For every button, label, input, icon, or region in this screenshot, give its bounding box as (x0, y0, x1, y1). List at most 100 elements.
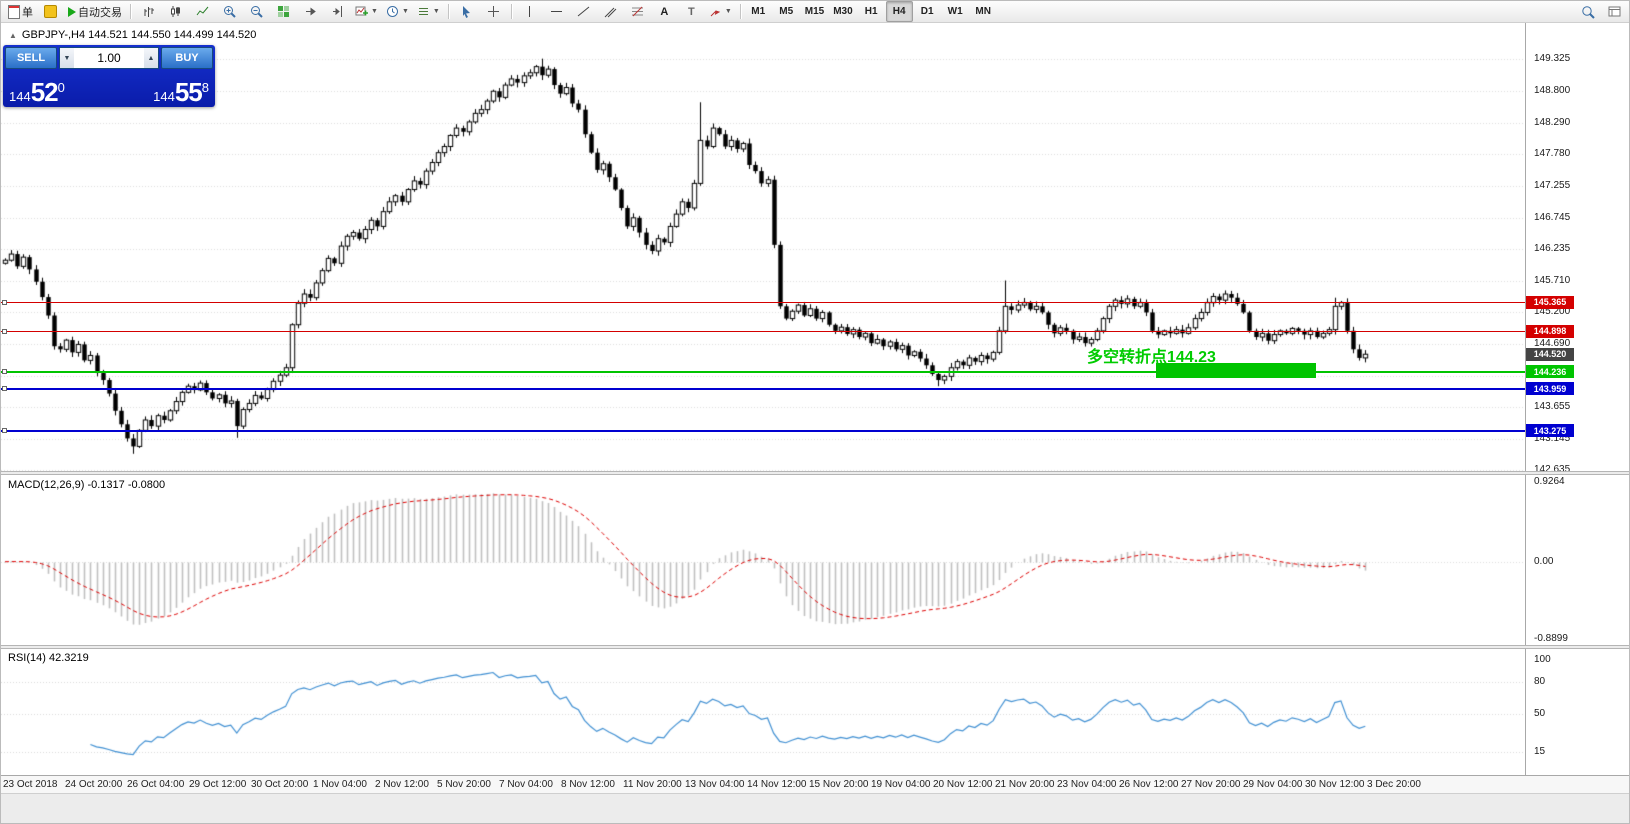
auto-scroll-icon (306, 7, 316, 16)
time-label: 13 Nov 04:00 (685, 779, 745, 790)
price-grid-label: 147.255 (1534, 180, 1571, 192)
candlestick-chart-button[interactable] (162, 1, 189, 22)
fibonacci-tool-button[interactable] (624, 1, 651, 22)
line-anchor-marker[interactable] (2, 427, 7, 433)
timeframe-button-MN[interactable]: MN (975, 6, 991, 17)
new-order-icon (8, 4, 20, 19)
price-tag-143.959: 143.959 (1526, 382, 1574, 396)
zoom-in-button[interactable] (216, 1, 243, 22)
timeframe-button-M5[interactable]: M5 (779, 6, 794, 17)
sell-price-display[interactable]: 144 52 0 (9, 79, 65, 105)
horizontal-line-145.365[interactable] (1, 299, 1525, 305)
sell-button[interactable]: SELL (5, 47, 57, 69)
toolbar-separator (739, 4, 741, 19)
vertical-line-tool-button[interactable] (516, 1, 543, 22)
pane-separator[interactable] (1, 471, 1629, 475)
auto-scroll-button[interactable] (297, 1, 324, 22)
search-icon (1581, 5, 1595, 19)
rsi-indicator-canvas[interactable] (1, 649, 1525, 775)
current-price-tag: 144.520 (1526, 347, 1574, 361)
autotrading-button[interactable]: 自动交易 (64, 1, 126, 22)
price-grid-label: 142.635 (1534, 464, 1571, 476)
chevron-down-icon: ▼ (401, 8, 409, 15)
main-toolbar: 单 自动交易 (1, 1, 1629, 23)
horizontal-line-143.275[interactable] (1, 427, 1525, 433)
lot-size-input[interactable] (74, 48, 144, 68)
time-label: 1 Nov 04:00 (313, 779, 367, 790)
text-label-tool-button[interactable]: T (678, 1, 705, 22)
ohlc-info-text: GBPJPY-,H4 144.521 144.550 144.499 144.5… (21, 29, 257, 41)
new-chart-button[interactable]: ▼ (351, 1, 382, 22)
time-label: 7 Nov 04:00 (499, 779, 553, 790)
new-order-button[interactable]: 单 (4, 1, 37, 22)
lot-decrease-button[interactable]: ▼ (60, 48, 74, 68)
time-label: 15 Nov 20:00 (809, 779, 869, 790)
data-window-button[interactable] (1601, 1, 1628, 22)
tile-windows-button[interactable] (270, 1, 297, 22)
tile-windows-icon (278, 6, 289, 17)
line-anchor-marker[interactable] (2, 328, 7, 334)
timeframe-button-W1[interactable]: W1 (947, 6, 963, 17)
zoom-out-button[interactable] (243, 1, 270, 22)
horizontal-line-143.959[interactable] (1, 385, 1525, 391)
buy-price-display[interactable]: 144 55 8 (153, 79, 209, 105)
time-label: 26 Oct 04:00 (127, 779, 185, 790)
horizontal-line-tool-button[interactable] (543, 1, 570, 22)
line-anchor-marker[interactable] (2, 385, 7, 391)
timeframe-button-M15[interactable]: M15 (804, 6, 825, 17)
green-rectangle-annotation[interactable] (1156, 363, 1316, 378)
arrow-shapes-button[interactable]: ▼ (705, 1, 736, 22)
horizontal-line-144.898[interactable] (1, 328, 1525, 334)
metaeditor-icon (44, 5, 57, 18)
line-anchor-marker[interactable] (2, 299, 7, 305)
indicator-list-button[interactable]: ▼ (413, 1, 444, 22)
price-axis[interactable]: 149.325 148.800 148.290 147.780 147.255 146.7… (1525, 23, 1629, 775)
pivot-annotation-text[interactable]: 多空转折点144.23 (1087, 349, 1216, 366)
price-tag-145.365: 145.365 (1526, 295, 1574, 309)
cursor-icon (462, 6, 470, 18)
text-tool-button[interactable]: A (651, 1, 678, 22)
bar-chart-icon (144, 7, 154, 17)
price-grid-label: 143.145 (1534, 432, 1571, 444)
price-grid-label: 144.690 (1534, 337, 1571, 349)
candlestick-chart-canvas[interactable] (1, 23, 1525, 471)
chevron-down-icon: ▼ (371, 8, 378, 15)
metaeditor-button[interactable] (37, 1, 64, 22)
buy-price-prefix: 144 (153, 89, 175, 104)
timeframe-button-M1[interactable]: M1 (751, 6, 766, 17)
horizontal-line-144.236[interactable] (1, 368, 1525, 374)
timeframe-button-H4[interactable]: H4 (885, 1, 913, 22)
zoom-out-icon (251, 6, 263, 18)
time-axis[interactable]: 23 Oct 2018 24 Oct 20:00 26 Oct 04:00 29 Oc… (1, 775, 1629, 793)
new-order-label: 单 (22, 6, 33, 19)
bar-chart-button[interactable] (135, 1, 162, 22)
chart-shift-icon (333, 6, 342, 17)
line-chart-button[interactable] (189, 1, 216, 22)
line-anchor-marker[interactable] (2, 368, 7, 374)
price-grid-label: 148.800 (1534, 85, 1571, 97)
search-button[interactable] (1574, 1, 1601, 22)
time-label: 5 Nov 20:00 (437, 779, 491, 790)
timeframe-button-H1[interactable]: H1 (864, 6, 878, 17)
equidistant-channel-tool-button[interactable] (597, 1, 624, 22)
price-tag-143.275: 143.275 (1526, 424, 1574, 438)
timeframe-button-M30[interactable]: M30 (833, 6, 853, 17)
pane-separator[interactable] (1, 645, 1629, 649)
crosshair-tool-button[interactable] (480, 1, 507, 22)
chart-profiles-button[interactable]: ▼ (382, 1, 413, 22)
chart-shift-button[interactable] (324, 1, 351, 22)
time-label: 23 Nov 04:00 (1057, 779, 1117, 790)
cursor-tool-button[interactable] (453, 1, 480, 22)
collapse-panel-icon[interactable]: ▲ (9, 30, 17, 40)
chevron-down-icon: ▼ (724, 8, 732, 15)
lot-increase-button[interactable]: ▲ (144, 48, 158, 68)
macd-indicator-canvas[interactable] (1, 475, 1525, 645)
time-label: 20 Nov 12:00 (933, 779, 993, 790)
bottom-strip (1, 793, 1629, 823)
crosshair-icon (487, 6, 499, 17)
buy-button[interactable]: BUY (161, 47, 213, 69)
timeframe-button-D1[interactable]: D1 (920, 6, 934, 17)
trendline-tool-button[interactable] (570, 1, 597, 22)
rsi-label: RSI(14) 42.3219 (8, 652, 89, 664)
time-label: 29 Oct 12:00 (189, 779, 247, 790)
